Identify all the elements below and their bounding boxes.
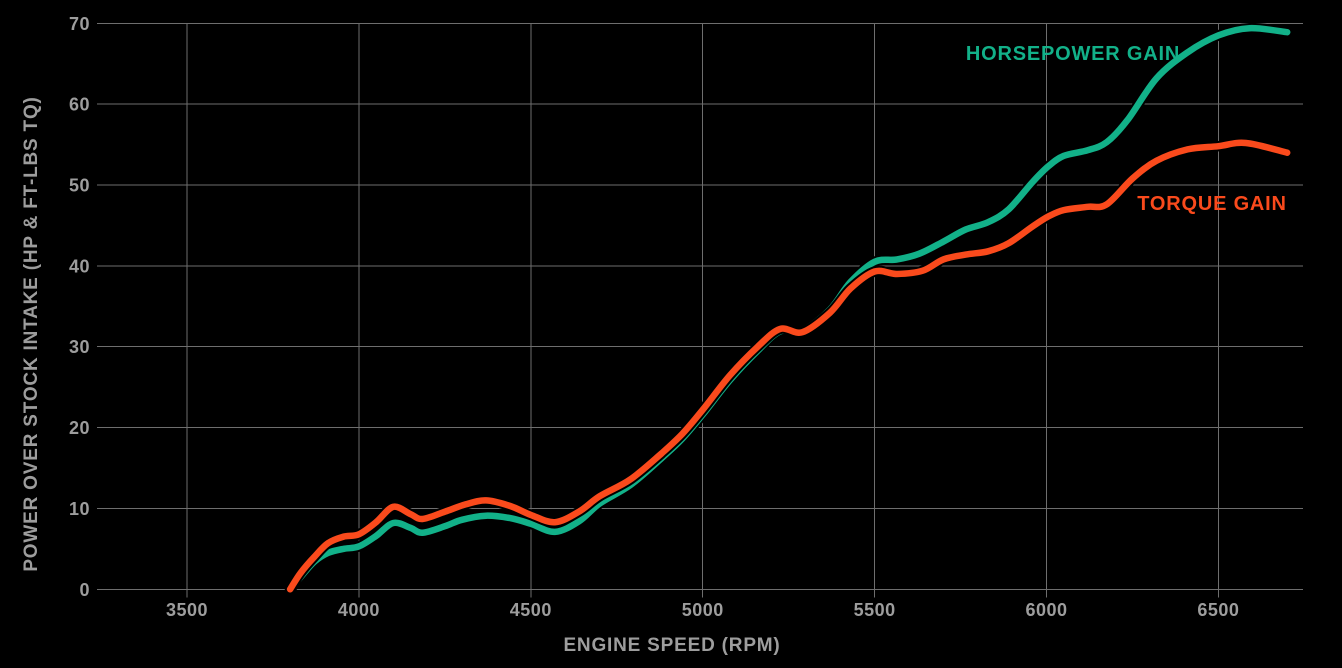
gridlines — [97, 22, 1303, 598]
y-tick-label: 10 — [69, 499, 90, 519]
series-lines — [284, 22, 1293, 593]
torque-gain-label: TORQUE GAIN — [1137, 193, 1287, 215]
x-tick-label: 6500 — [1197, 600, 1239, 620]
y-tick-label: 50 — [69, 176, 90, 196]
x-tick-label: 5000 — [682, 600, 724, 620]
horsepower-gain-label: HORSEPOWER GAIN — [966, 43, 1180, 65]
tick-labels: 0 10 20 30 40 50 60 70 3500 4000 4500 5000 5500 6000 6… — [69, 14, 1239, 620]
horsepower-gain-curve-halo — [284, 22, 1293, 593]
x-tick-label: 4500 — [510, 600, 552, 620]
x-tick-label: 4000 — [338, 600, 380, 620]
x-tick-label: 3500 — [166, 600, 208, 620]
y-tick-label: 20 — [69, 418, 90, 438]
y-tick-label: 60 — [69, 95, 90, 115]
x-axis-title: ENGINE SPEED (RPM) — [563, 635, 780, 656]
y-tick-label: 30 — [69, 337, 90, 357]
y-tick-label: 0 — [79, 580, 90, 600]
torque-gain-curve — [286, 139, 1291, 593]
x-tick-label: 5500 — [854, 600, 896, 620]
y-axis-title: POWER OVER STOCK INTAKE (HP & FT-LBS TQ) — [21, 96, 42, 571]
y-tick-label: 70 — [69, 14, 90, 34]
y-tick-label: 40 — [69, 256, 90, 276]
x-tick-label: 6000 — [1025, 600, 1067, 620]
